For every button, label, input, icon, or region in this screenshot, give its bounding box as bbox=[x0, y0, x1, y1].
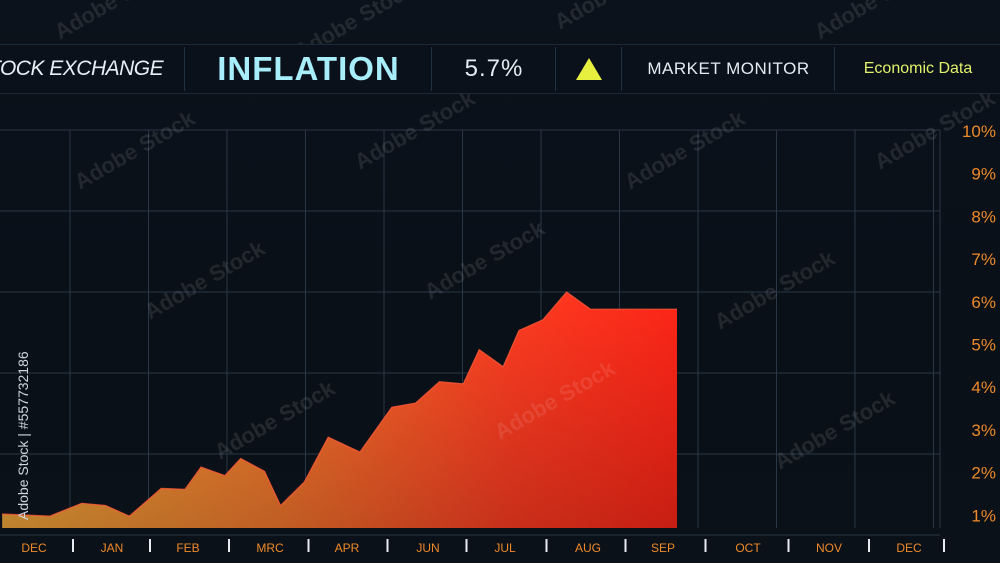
page-title: INFLATION bbox=[217, 50, 400, 87]
y-tick-label: 9% bbox=[971, 165, 996, 184]
watermark-text: Adobe Stock bbox=[550, 0, 680, 34]
x-tick-label: JAN bbox=[101, 541, 124, 555]
x-tick-label: SEP bbox=[651, 541, 675, 555]
x-tick-label: OCT bbox=[735, 541, 761, 555]
x-tick-label: DEC bbox=[896, 541, 922, 555]
watermark-text: Adobe Stock bbox=[50, 0, 180, 44]
x-tick-label: FEB bbox=[176, 541, 199, 555]
exchange-label-text: TOCK EXCHANGE bbox=[0, 57, 164, 80]
x-tick-label: APR bbox=[335, 541, 360, 555]
triangle-up-icon bbox=[576, 58, 602, 80]
y-tick-label: 5% bbox=[971, 336, 996, 355]
market-monitor-label: MARKET MONITOR bbox=[647, 59, 810, 78]
y-tick-label: 2% bbox=[971, 464, 996, 483]
x-tick-label: DEC bbox=[21, 541, 47, 555]
x-tick-label: JUL bbox=[494, 541, 516, 555]
y-tick-label: 7% bbox=[971, 250, 996, 269]
x-tick-label: AUG bbox=[575, 541, 601, 555]
watermark-text: Adobe Stock bbox=[210, 375, 340, 464]
x-tick-label: NOV bbox=[816, 541, 842, 555]
inflation-area-series bbox=[2, 291, 678, 528]
watermark-text: Adobe Stock bbox=[710, 245, 840, 334]
ticker-bar: TOCK EXCHANGE INFLATION 5.7% MARKET MONI… bbox=[0, 44, 1000, 94]
inflation-value: 5.7% bbox=[464, 55, 524, 82]
watermark-text: Adobe Stock bbox=[70, 105, 200, 194]
watermark-text: Adobe Stock bbox=[620, 105, 750, 194]
y-tick-label: 3% bbox=[971, 421, 996, 440]
y-tick-label: 6% bbox=[971, 293, 996, 312]
exchange-label: TOCK EXCHANGE bbox=[0, 45, 184, 93]
inflation-area-shade bbox=[2, 292, 678, 528]
y-tick-label: 1% bbox=[971, 506, 996, 525]
watermark-id: Adobe Stock | #557732186 bbox=[15, 351, 31, 520]
watermark-text: Adobe Stock bbox=[770, 385, 900, 474]
y-tick-label: 8% bbox=[971, 207, 996, 226]
y-axis-tick-labels: 10% 9% 8% 7% 6% 5% 4% 3% 2% 1% bbox=[962, 122, 996, 525]
trend-indicator bbox=[557, 45, 621, 93]
x-tick-label: JUN bbox=[416, 541, 439, 555]
y-tick-label: 4% bbox=[971, 378, 996, 397]
economic-data-label: Economic Data bbox=[863, 60, 973, 77]
watermark-text: Adobe Stock bbox=[810, 0, 940, 44]
inflation-line bbox=[2, 291, 677, 517]
y-tick-label: 10% bbox=[962, 122, 996, 141]
x-tick-label: MRC bbox=[256, 541, 284, 555]
watermark-text: Adobe Stock bbox=[420, 215, 550, 304]
watermark-text: Adobe Stock bbox=[140, 235, 270, 324]
x-axis-tick-labels: DEC JAN FEB MRC APR JUN JUL AUG SEP OCT NOV DEC bbox=[21, 539, 945, 555]
